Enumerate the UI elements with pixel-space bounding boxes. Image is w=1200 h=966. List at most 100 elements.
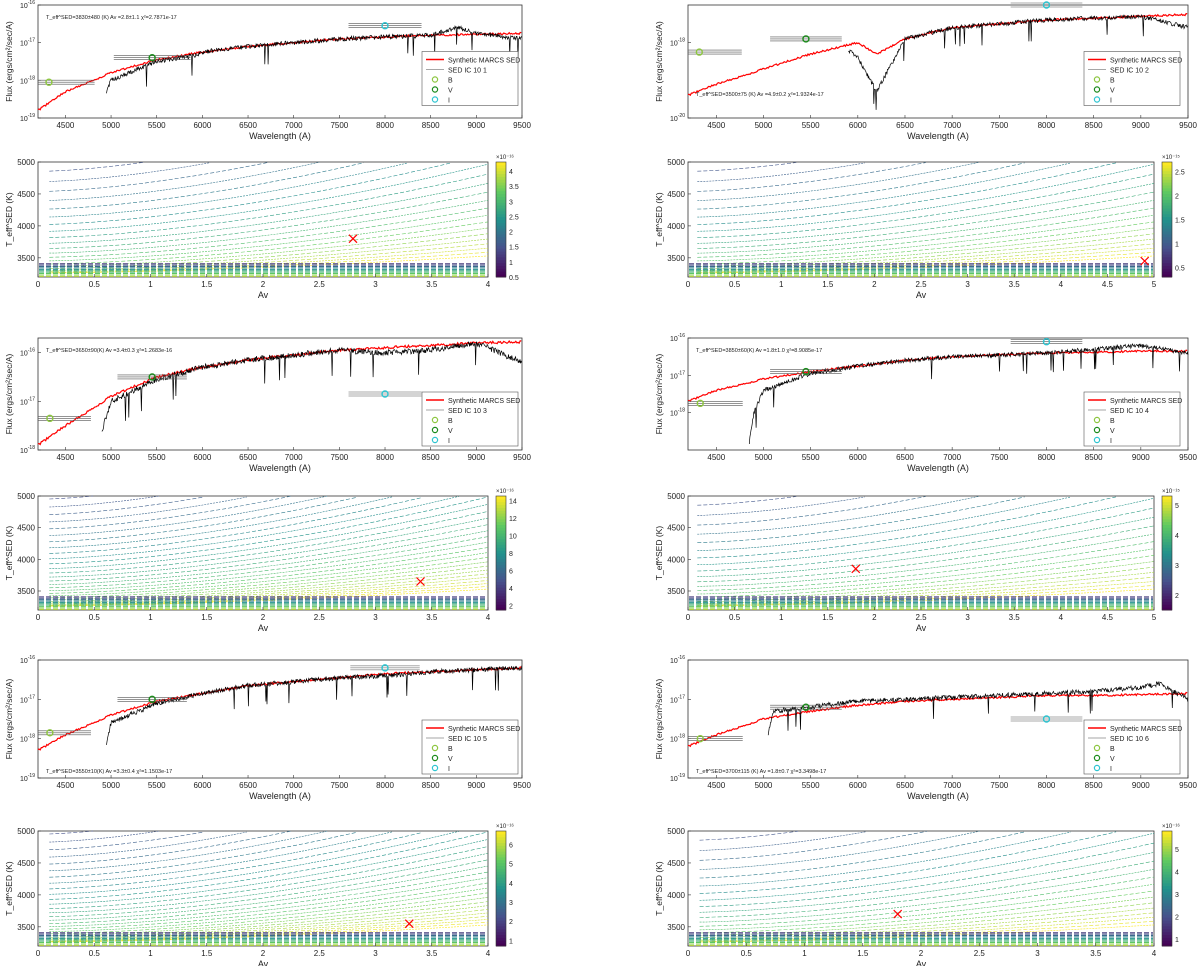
colorbar-segment (496, 894, 506, 898)
x-tick-label: 7500 (990, 453, 1008, 462)
colorbar-segment (1162, 865, 1172, 869)
best-fit-marker (416, 577, 425, 586)
contour-line (697, 541, 1155, 591)
colorbar-segment (1162, 251, 1172, 255)
y-tick-label: 3500 (17, 923, 35, 932)
colorbar-segment (1162, 268, 1172, 272)
colorbar-segment (496, 164, 506, 169)
contour-line (49, 569, 489, 604)
contour-line (49, 227, 489, 267)
colorbar-segment (1162, 524, 1172, 528)
colorbar-frame (495, 495, 507, 611)
colorbar-segment (496, 524, 506, 528)
contour-line (697, 525, 1155, 583)
y-tick-label: 10-18 (20, 734, 35, 744)
contour-line (49, 233, 489, 269)
colorbar-segment (1162, 900, 1172, 904)
colorbar-segment (1162, 182, 1172, 186)
legend-marker (431, 754, 439, 762)
photometry-point-I (381, 664, 389, 672)
contour-line (697, 496, 1116, 559)
x-axis-label: Av (258, 623, 269, 633)
contour-line (49, 497, 423, 554)
colorbar-segment (496, 587, 506, 591)
x-tick-label: 8500 (422, 781, 440, 790)
x-tick-label: 4.5 (1102, 613, 1114, 622)
colorbar-segment (496, 190, 506, 195)
contour-line (49, 247, 489, 273)
colorbar-segment (496, 931, 506, 935)
colorbar-segment (496, 274, 506, 278)
colorbar-segment (1162, 521, 1172, 525)
colorbar-segment (1162, 262, 1172, 266)
contour-line (49, 882, 489, 930)
x-tick-label: 0.5 (89, 613, 101, 622)
colorbar: 2 4 6 8 10 12 14 ×10⁻¹⁶ (495, 488, 517, 611)
colorbar-segment (496, 231, 506, 235)
colorbar-tick-label: 1.5 (1175, 218, 1185, 225)
colorbar-segment (496, 570, 506, 574)
colorbar-segment (1162, 210, 1172, 215)
colorbar-segment (496, 216, 506, 220)
colorbar-tick-label: 4 (1175, 870, 1179, 877)
contour-line (49, 831, 203, 850)
colorbar-segment (496, 550, 506, 554)
y-tick-label: 4500 (17, 859, 35, 868)
y-axis-label: Flux (ergs/cm²/sec/A) (4, 21, 14, 102)
x-tick-label: 7000 (943, 453, 961, 462)
colorbar-segment (496, 925, 506, 930)
x-tick-label: 0 (36, 280, 41, 289)
colorbar-segment (1162, 833, 1172, 838)
colorbar-segment (496, 885, 506, 889)
legend: Synthetic MARCS SED SED IC 10 5 BVI (421, 719, 520, 775)
x-tick-label: 4500 (707, 453, 725, 462)
legend-label: B (1110, 418, 1115, 425)
colorbar-segment (1162, 902, 1172, 907)
colorbar-segment (1162, 937, 1172, 941)
colorbar-segment (496, 185, 506, 189)
colorbar-segment (496, 920, 506, 924)
colorbar-exponent: ×10⁻¹⁶ (496, 154, 514, 161)
colorbar-segment (1162, 923, 1172, 927)
y-tick-label: 4000 (667, 222, 685, 231)
y-tick-label: 4500 (17, 524, 35, 533)
colorbar-segment (496, 553, 506, 557)
x-tick-label: 5500 (148, 453, 166, 462)
colorbar-segment (496, 590, 506, 594)
colorbar-segment (496, 905, 506, 910)
x-tick-label: 1 (779, 613, 784, 622)
contour-line (49, 536, 489, 589)
colorbar-segment (496, 856, 506, 861)
x-tick-label: 0 (686, 280, 691, 289)
colorbar-segment (1162, 193, 1172, 197)
y-tick-exponent: -18 (678, 408, 685, 414)
x-axis-label: Wavelength (A) (249, 131, 311, 141)
colorbar-segment (1162, 533, 1172, 537)
fit-annotation: T_eff^SED=3850±60(K) Av =1.8±1.0 χ²=8.90… (696, 348, 822, 354)
contour-line (49, 496, 203, 515)
colorbar-segment (1162, 185, 1172, 189)
y-tick-label: 10-18 (670, 38, 685, 48)
colorbar-segment (1162, 877, 1172, 881)
colorbar-tick-label: 1 (1175, 241, 1179, 248)
colorbar-segment (1162, 943, 1172, 947)
y-axis-label: Flux (ergs/cm²/sec/A) (4, 353, 14, 434)
colorbar-segment (1162, 581, 1172, 585)
contour-line (49, 846, 489, 909)
colorbar-segment (496, 908, 506, 912)
fit-annotation: T_eff^SED=3500±75 (K) Av =4.9±0.2 χ²=1.9… (696, 92, 824, 98)
colorbar-segment (496, 851, 506, 855)
x-tick-label: 3.5 (426, 613, 438, 622)
legend-marker (1093, 96, 1101, 103)
contour-line (49, 573, 489, 605)
x-tick-label: 8000 (1038, 121, 1056, 130)
photometry-point-B (695, 48, 704, 56)
colorbar-segment (496, 513, 506, 517)
legend-marker (431, 764, 439, 772)
contour-line (697, 214, 1155, 262)
best-fit-marker (851, 564, 861, 574)
contour-line (49, 583, 489, 607)
y-axis-label: T_eff^SED (K) (4, 526, 14, 581)
colorbar-segment (1162, 894, 1172, 898)
x-tick-label: 2.5 (915, 613, 927, 622)
